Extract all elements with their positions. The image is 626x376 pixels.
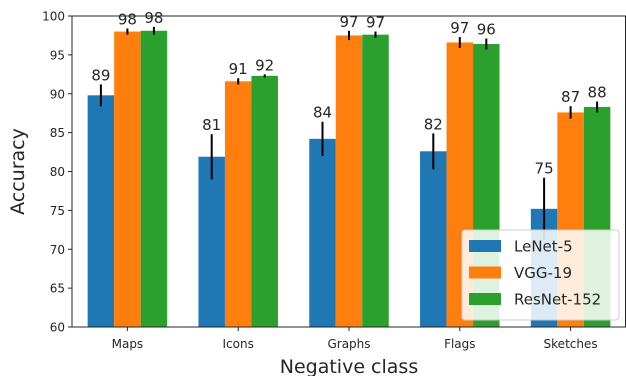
y-tick-label: 60 [50, 321, 65, 335]
bar [140, 30, 168, 328]
bar [224, 81, 252, 327]
y-tick-label: 95 [50, 48, 65, 62]
x-tick-label: Maps [112, 337, 144, 351]
data-label: 98 [118, 10, 137, 28]
data-label: 98 [144, 9, 163, 27]
y-tick-label: 90 [50, 87, 65, 101]
data-label: 92 [255, 56, 274, 74]
bar [87, 95, 115, 328]
data-label: 96 [477, 21, 496, 39]
y-tick-label: 70 [50, 243, 65, 257]
legend-label: ResNet-152 [514, 291, 601, 309]
y-tick-label: 65 [50, 282, 65, 296]
x-tick-label: Graphs [327, 337, 370, 351]
y-tick-label: 80 [50, 165, 65, 179]
legend-label: LeNet-5 [514, 238, 573, 256]
legend-swatch [469, 240, 501, 252]
data-label: 97 [339, 13, 358, 31]
y-tick-label: 85 [50, 126, 65, 140]
data-label: 81 [202, 116, 221, 134]
x-axis-title: Negative class [280, 356, 418, 376]
bar [335, 35, 363, 327]
legend-label: VGG-19 [514, 264, 572, 282]
axes-layer: Maps Icons Graphs Flags Sketches 60 65 70 75 80 85… [42, 10, 626, 351]
legend: LeNet-5 VGG-19 ResNet-152 [461, 229, 620, 321]
legend-box [461, 229, 620, 321]
bar [114, 31, 141, 328]
data-label: 97 [450, 19, 469, 37]
y-tick-label: 75 [50, 204, 65, 218]
legend-swatch [469, 266, 501, 279]
x-tick-label: Icons [223, 337, 254, 351]
y-tick-label: 100 [42, 10, 65, 24]
bar [251, 75, 278, 328]
bar [362, 34, 389, 327]
x-tick-label: Sketches [544, 337, 598, 351]
data-label: 87 [561, 88, 580, 106]
data-label: 88 [588, 84, 607, 102]
errorbars-layer [99, 26, 599, 240]
bar [309, 138, 336, 327]
legend-swatch [469, 293, 501, 305]
data-label: 89 [91, 66, 110, 84]
bar [198, 156, 225, 327]
bar [420, 151, 447, 327]
data-labels-layer: 89 98 98 81 91 92 84 97 97 82 97 96 75 87 88 [91, 9, 606, 178]
data-label: 75 [535, 160, 554, 178]
data-label: 91 [229, 60, 248, 78]
data-label: 82 [424, 115, 443, 133]
y-axis-title: Accuracy [7, 128, 29, 215]
data-label: 84 [313, 104, 332, 122]
data-label: 97 [366, 14, 385, 32]
x-tick-label: Flags [444, 337, 475, 351]
